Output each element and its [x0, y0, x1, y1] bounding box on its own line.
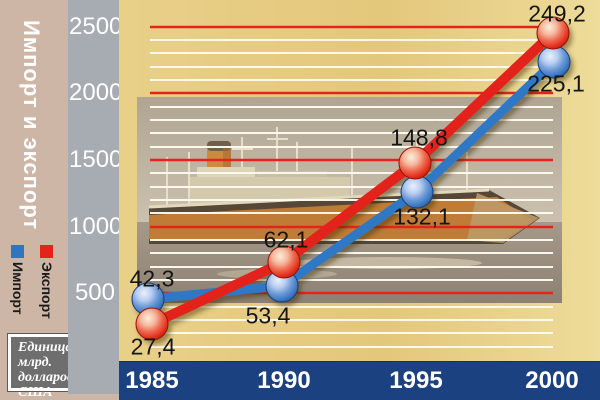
ship-funnel-shade — [223, 147, 231, 177]
x-tick-1985: 1985 — [125, 367, 179, 394]
major-gridlines — [150, 25, 553, 295]
export-markers — [135, 16, 570, 341]
y-tick-2500: 2500 — [69, 13, 123, 40]
unit-note-line2: млрд. долларов — [18, 355, 74, 385]
x-axis-bar: 1985 1990 1995 2000 — [119, 361, 600, 400]
export-line — [147, 28, 558, 329]
gridlines — [150, 25, 553, 348]
y-tick-1500: 1500 — [69, 146, 123, 173]
legend-swatch-import — [11, 245, 24, 258]
legend-swatch-export — [40, 245, 53, 258]
import-markers — [131, 45, 571, 316]
legend-label-export: Экспорт — [39, 262, 55, 319]
import-line — [143, 57, 559, 304]
x-tick-2000: 2000 — [525, 367, 579, 394]
y-tick-1000: 1000 — [69, 213, 123, 240]
export-value-1995: 148,8 — [390, 124, 448, 151]
x-tick-1990: 1990 — [257, 367, 311, 394]
import-value-1985: 42,3 — [129, 265, 175, 292]
y-axis-strip: 2500 2000 1500 1000 500 — [68, 0, 123, 394]
y-tick-2000: 2000 — [69, 79, 123, 106]
y-tick-500: 500 — [74, 279, 115, 306]
legend-label-import: Импорт — [10, 262, 26, 315]
chart-title: Импорт и экспорт — [19, 20, 44, 231]
unit-note-line3: США — [18, 385, 53, 400]
export-value-1990: 62,1 — [263, 226, 309, 253]
import-value-1995: 132,1 — [393, 203, 451, 230]
minor-gridlines — [150, 39, 553, 348]
x-tick-1995: 1995 — [389, 367, 443, 394]
data-series — [131, 16, 571, 341]
import-value-2000: 225,1 — [527, 70, 585, 97]
import-value-1990: 53,4 — [245, 302, 291, 329]
plot-area: 42,3 53,4 132,1 225,1 27,4 62,1 148,8 24… — [119, 0, 600, 361]
export-value-1985: 27,4 — [130, 333, 176, 360]
export-value-2000: 249,2 — [528, 0, 586, 27]
